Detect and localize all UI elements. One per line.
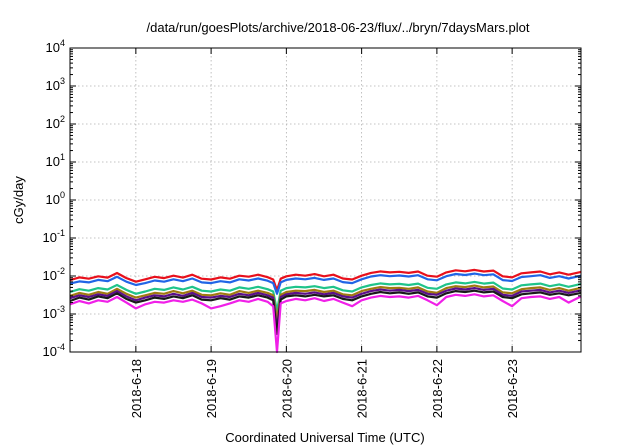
y-tick-label: 10-3 [43,304,65,321]
x-tick-label: 2018-6-21 [355,359,370,418]
series-line-6 [69,289,582,335]
x-axis-label: Coordinated Universal Time (UTC) [225,430,424,445]
series-line-3 [69,280,582,313]
series-line-4 [69,284,582,321]
chart-title: /data/run/goesPlots/archive/2018-06-23/f… [147,20,530,35]
series-line-5 [69,287,582,331]
x-axis: 2018-6-18 2018-6-19 2018-6-20 2018-6-21 2018… [129,48,520,418]
series-group [69,268,582,354]
y-tick-label: 10-1 [43,228,65,245]
y-tick-label: 103 [46,76,65,93]
x-tick-label: 2018-6-18 [129,359,144,418]
x-tick-label: 2018-6-20 [279,359,294,418]
y-tick-label: 102 [46,114,65,131]
series-line-7 [69,293,582,354]
y-axis-label: cGy/day [11,176,26,224]
x-tick-label: 2018-6-22 [430,359,445,418]
y-axis: 10-4 10-3 10-2 10-1 100 101 102 103 104 [43,38,581,359]
y-tick-label: 100 [46,190,65,207]
y-tick-label: 10-4 [43,342,65,359]
series-line-2 [69,272,582,295]
y-tick-label: 101 [46,152,65,169]
grid [70,48,581,352]
x-tick-label: 2018-6-19 [204,359,219,418]
y-tick-label: 104 [46,38,65,55]
series-line-1 [69,268,582,292]
x-tick-label: 2018-6-23 [505,359,520,418]
y-tick-label: 10-2 [43,266,65,283]
